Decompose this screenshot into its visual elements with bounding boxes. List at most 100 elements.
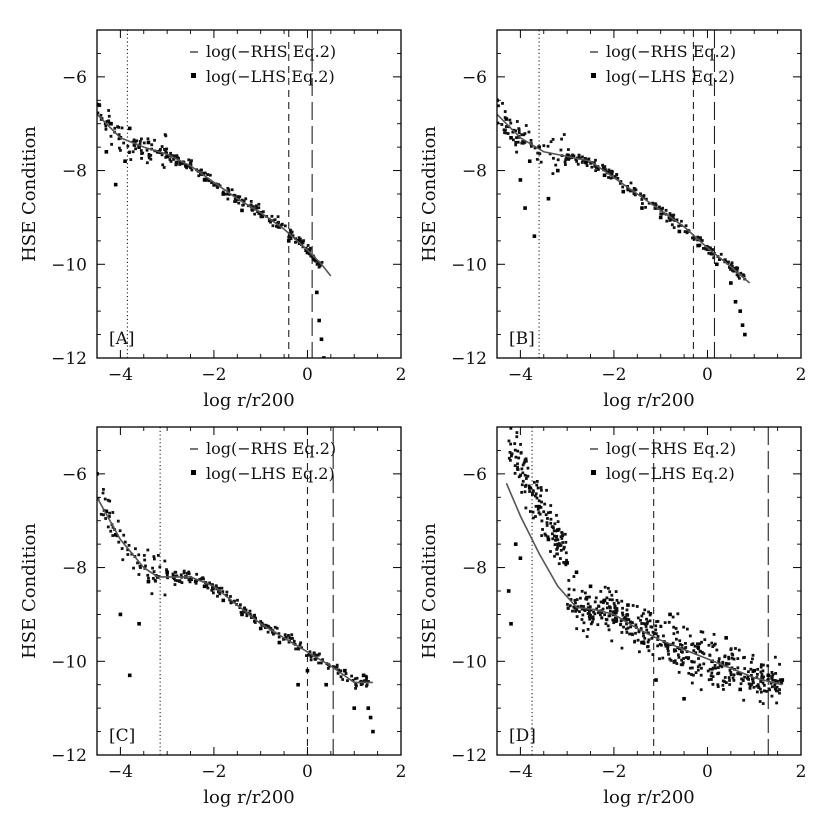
scatter-cloud-point (594, 166, 598, 169)
scatter-cloud-point (699, 688, 703, 692)
scatter-cloud-point (639, 618, 642, 622)
scatter-cloud-point (641, 202, 644, 205)
scatter-cloud-point (575, 615, 579, 618)
scatter-cloud-point (730, 656, 734, 660)
scatter-cloud-point (581, 613, 585, 617)
lhs-data-point (324, 682, 328, 687)
scatter-cloud-point (288, 636, 292, 640)
scatter-cloud-point (103, 497, 107, 501)
scatter-cloud-point (700, 239, 704, 242)
scatter-cloud-point (640, 622, 644, 625)
scatter-cloud-point (215, 184, 219, 188)
scatter-cloud-point (138, 142, 142, 146)
scatter-cloud-point (507, 456, 511, 460)
scatter-cloud-point (579, 596, 582, 600)
y-tick-label: −8 (462, 559, 487, 579)
scatter-cloud-point (759, 687, 762, 691)
scatter-cloud-point (649, 625, 653, 629)
scatter-cloud-point (743, 655, 746, 659)
scatter-cloud-point (309, 658, 313, 662)
scatter-cloud-point (507, 439, 511, 443)
scatter-cloud-point (521, 463, 525, 467)
scatter-cloud-point (575, 159, 579, 163)
lhs-data-point (315, 290, 319, 295)
scatter-cloud-point (564, 157, 568, 161)
scatter-cloud-point (566, 602, 569, 606)
scatter-cloud-point (580, 607, 584, 611)
scatter-cloud-point (535, 157, 539, 161)
lhs-data-point (352, 706, 357, 710)
scatter-cloud-point (294, 647, 298, 651)
scatter-cloud-point (682, 657, 685, 660)
lhs-data-point (518, 556, 523, 560)
scatter-cloud-point (563, 160, 567, 164)
scatter-cloud-point (681, 661, 685, 665)
scatter-cloud-point (771, 673, 775, 676)
lhs-data-point (504, 117, 509, 121)
scatter-cloud-point (289, 235, 292, 239)
scatter-cloud-point (556, 538, 560, 542)
scatter-cloud-point (521, 140, 525, 143)
scatter-cloud-point (302, 239, 305, 243)
y-axis-label: HSE Condition (19, 523, 40, 659)
scatter-cloud-point (776, 679, 780, 683)
lhs-data-point (621, 189, 626, 194)
scatter-cloud-point (536, 151, 540, 155)
lhs-data-point (240, 612, 244, 617)
scatter-cloud-point (540, 534, 544, 538)
legend-point-swatch (591, 73, 596, 78)
scatter-cloud-point (517, 475, 521, 479)
rhs-model-line (97, 113, 332, 277)
scatter-cloud-point (677, 656, 681, 659)
scatter-cloud-point (670, 223, 674, 227)
scatter-cloud-point (707, 643, 711, 647)
scatter-cloud-point (549, 517, 553, 521)
scatter-cloud-point (520, 133, 524, 137)
scatter-cloud-point (244, 197, 248, 201)
scatter-cloud-point (722, 688, 725, 691)
scatter-cloud-point (553, 543, 557, 547)
lhs-data-point (565, 561, 569, 565)
scatter-cloud-point (251, 205, 255, 209)
scatter-cloud-point (539, 506, 543, 509)
scatter-cloud-point (236, 195, 240, 199)
scatter-cloud-point (751, 677, 755, 681)
lhs-data-point (305, 668, 310, 673)
scatter-cloud-point (603, 613, 606, 617)
scatter-cloud-point (695, 642, 699, 646)
scatter-cloud-point (523, 490, 527, 494)
scatter-cloud-point (513, 464, 517, 468)
lhs-data-point (371, 729, 375, 734)
scatter-cloud-point (580, 589, 584, 593)
scatter-cloud-point (147, 156, 151, 160)
scatter-cloud-point (702, 652, 706, 656)
scatter-cloud-point (545, 488, 548, 492)
scatter-cloud-point (187, 158, 191, 162)
scatter-cloud-point (608, 590, 612, 594)
scatter-cloud-point (676, 630, 679, 634)
scatter-cloud-point (519, 451, 523, 454)
scatter-cloud-point (634, 623, 638, 627)
scatter-cloud-point (549, 504, 553, 507)
scatter-cloud-point (611, 618, 615, 622)
scatter-cloud-point (610, 639, 614, 643)
scatter-cloud-point (775, 685, 779, 689)
scatter-cloud-point (716, 666, 720, 669)
scatter-cloud-point (220, 586, 224, 590)
scatter-cloud-point (625, 631, 629, 634)
scatter-cloud-point (760, 673, 764, 676)
scatter-cloud-point (282, 637, 285, 641)
scatter-cloud-point (669, 213, 673, 217)
scatter-cloud-point (315, 262, 319, 266)
lhs-data-point (715, 262, 719, 267)
lhs-data-point (640, 640, 644, 645)
scatter-cloud-point (299, 641, 303, 645)
scatter-cloud-point (680, 643, 684, 647)
scatter-cloud-point (514, 129, 517, 133)
scatter-cloud-point (596, 168, 600, 171)
scatter-cloud-point (275, 223, 279, 227)
scatter-cloud-point (642, 634, 645, 638)
scatter-cloud-point (662, 634, 665, 638)
scatter-cloud-point (594, 158, 597, 162)
scatter-cloud-point (707, 251, 711, 255)
